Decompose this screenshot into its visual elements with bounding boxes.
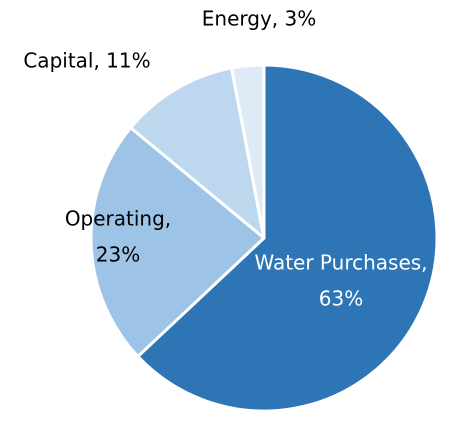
data-label: Energy, 3% — [202, 7, 316, 31]
pie-slice — [230, 63, 266, 240]
pie-slice — [136, 63, 439, 413]
data-label: Water Purchases, — [254, 251, 427, 275]
pie-slice — [129, 66, 266, 240]
data-label: Capital, 11% — [23, 49, 150, 73]
data-label: Operating, — [65, 207, 171, 231]
pie-slice — [89, 126, 266, 358]
data-label: 23% — [96, 243, 140, 267]
data-label: 63% — [319, 287, 363, 311]
